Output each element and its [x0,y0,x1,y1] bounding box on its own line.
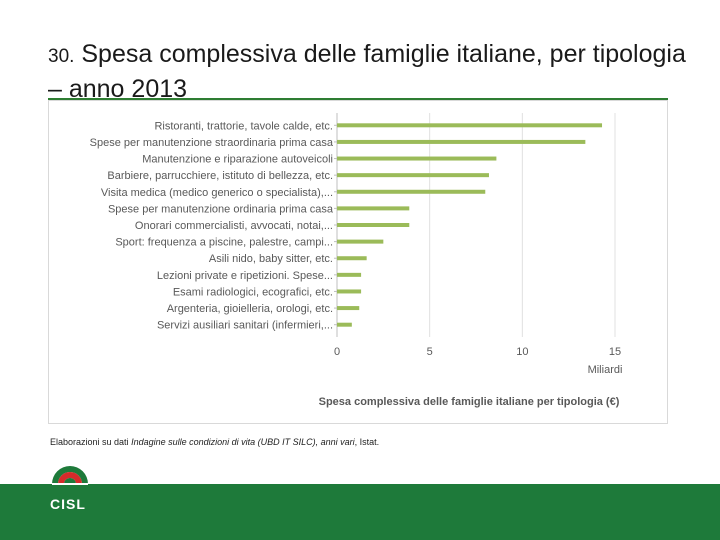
source-note-suffix: , Istat. [354,437,380,447]
chart-container: Ristoranti, trattorie, tavole calde, etc… [48,100,668,424]
bar-chart: Ristoranti, trattorie, tavole calde, etc… [90,113,623,408]
category-label-1: Spese per manutenzione straordinaria pri… [90,137,334,149]
slide-title-text: Spesa complessiva delle famiglie italian… [48,40,686,103]
chart-title: Spesa complessiva delle famiglie italian… [319,396,620,408]
bar-1 [337,139,586,144]
source-note: Elaborazioni su dati Indagine sulle cond… [50,437,379,447]
category-label-0: Ristoranti, trattorie, tavole calde, etc… [154,120,333,132]
bar-5 [337,206,410,211]
source-note-prefix: Elaborazioni su dati [50,437,132,447]
bar-10 [337,289,362,294]
bar-4 [337,189,486,194]
source-note-survey: Indagine sulle condizioni di vita (UBD I… [131,437,355,447]
footer-band [0,484,720,540]
category-label-11: Argenteria, gioielleria, orologi, etc. [167,303,333,315]
category-label-4: Visita medica (medico generico o special… [101,187,333,199]
bar-12 [337,322,352,327]
title-underline [48,98,668,101]
category-label-7: Sport: frequenza a piscine, palestre, ca… [115,237,333,249]
category-label-2: Manutenzione e riparazione autoveicoli [142,154,333,166]
x-tick-label-0: 0 [334,346,340,358]
bar-9 [337,272,362,277]
bar-2 [337,156,497,161]
x-tick-label-2: 10 [516,346,528,358]
category-label-5: Spese per manutenzione ordinaria prima c… [108,203,334,215]
bar-0 [337,123,603,128]
bar-6 [337,223,410,227]
slide-number: 30. [48,46,75,67]
x-tick-label-1: 5 [427,346,433,358]
bar-8 [337,256,367,261]
category-label-12: Servizi ausiliari sanitari (infermieri,.… [157,320,333,332]
category-label-8: Asili nido, baby sitter, etc. [209,253,333,265]
x-axis-label: Miliardi [588,364,623,376]
cisl-logo-icon [52,466,88,485]
category-label-3: Barbiere, parrucchiere, istituto di bell… [107,170,333,182]
category-label-10: Esami radiologici, ecografici, etc. [173,286,333,298]
category-label-6: Onorari commercialisti, avvocati, notai,… [135,220,333,232]
bar-7 [337,239,384,244]
page-title: 30. Spesa complessiva delle famiglie ita… [48,38,688,105]
category-label-9: Lezioni private e ripetizioni. Spese... [157,270,333,282]
x-tick-label-3: 15 [609,346,621,358]
bar-3 [337,173,489,178]
logo-text: CISL [50,496,86,512]
bar-11 [337,306,360,311]
